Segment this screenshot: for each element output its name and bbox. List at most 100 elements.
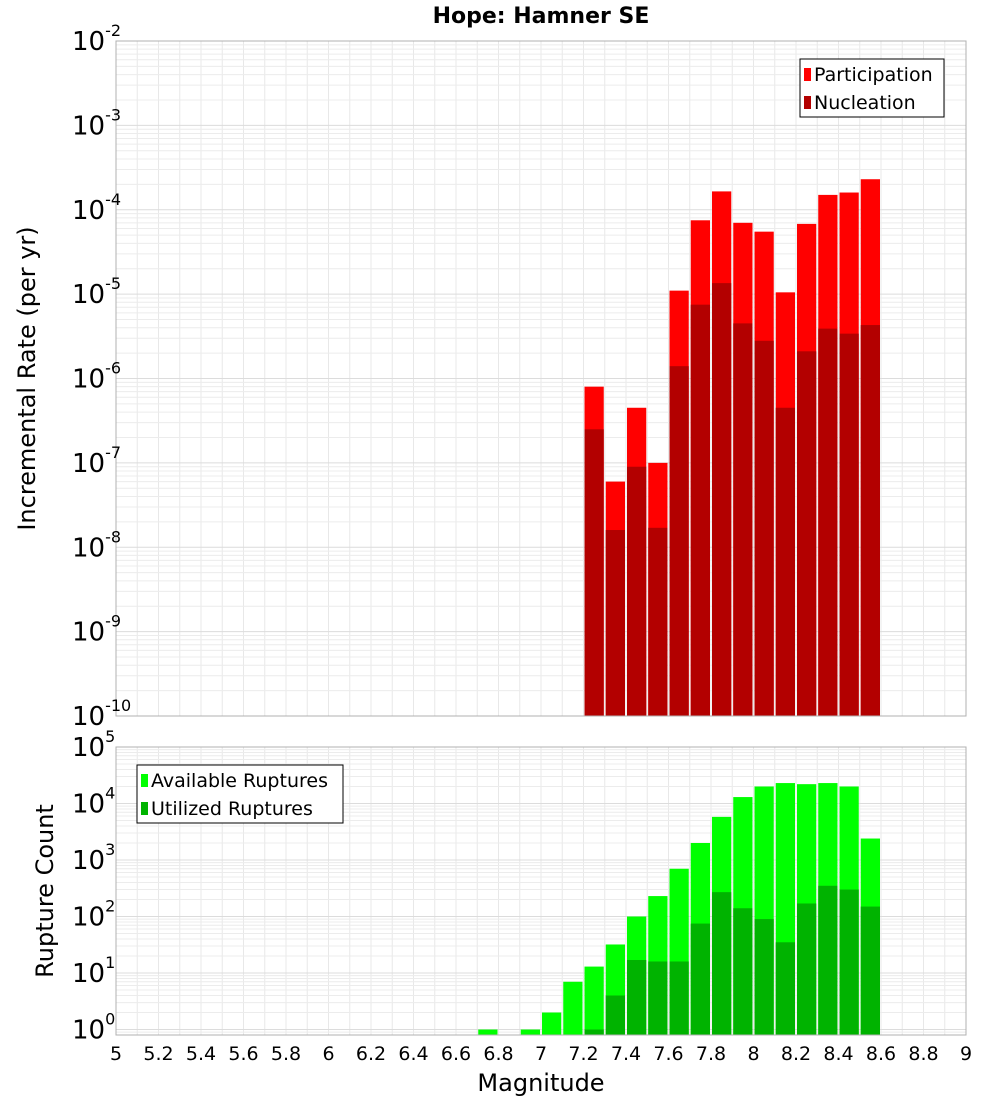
y-tick-exponent: -6 <box>105 359 121 378</box>
bar <box>648 961 668 1035</box>
legend-swatch <box>141 774 148 787</box>
y-tick-exponent: 1 <box>105 953 115 972</box>
y-tick-base: 10 <box>72 365 105 395</box>
x-tick-label: 5.4 <box>186 1043 216 1065</box>
y-tick-label: 101 <box>72 953 115 989</box>
x-tick-label: 8.8 <box>908 1043 938 1065</box>
y-tick-exponent: -3 <box>105 105 121 124</box>
y-tick-label: 10-2 <box>72 21 121 57</box>
bar <box>712 283 732 716</box>
x-tick-label: 6.4 <box>398 1043 428 1065</box>
bar <box>733 908 753 1035</box>
series-nucleation <box>584 283 880 716</box>
y-tick-label: 10-4 <box>72 190 121 226</box>
plot-frame <box>115 746 967 1036</box>
y-tick-exponent: -8 <box>105 527 121 546</box>
x-tick-label: 6 <box>322 1043 334 1065</box>
x-tick-label: 9 <box>960 1043 972 1065</box>
bar <box>627 959 647 1035</box>
bar <box>584 966 604 1035</box>
bar <box>818 885 838 1035</box>
y-tick-base: 10 <box>72 27 105 57</box>
x-tick-label: 8.2 <box>781 1043 811 1065</box>
y-tick-base: 10 <box>72 111 105 141</box>
y-tick-label: 10-9 <box>72 612 121 648</box>
y-tick-label: 104 <box>72 784 115 820</box>
y-tick-label: 102 <box>72 897 115 933</box>
bar <box>584 1029 604 1035</box>
bar <box>605 530 625 716</box>
y-tick-exponent: 5 <box>105 727 115 746</box>
y-tick-label: 10-5 <box>72 274 121 310</box>
x-tick-label: 8.4 <box>823 1043 853 1065</box>
legend-swatch <box>804 68 811 81</box>
x-tick-label: 8 <box>747 1043 759 1065</box>
y-tick-exponent: -5 <box>105 274 121 293</box>
plot-frame <box>115 40 967 717</box>
bar <box>690 304 710 716</box>
bar <box>520 1029 540 1035</box>
legend-swatch <box>141 802 148 815</box>
x-tick-label: 7.2 <box>568 1043 598 1065</box>
y-tick-base: 10 <box>72 1016 105 1046</box>
y-tick-base: 10 <box>72 903 105 933</box>
x-tick-label: 5.6 <box>228 1043 258 1065</box>
bar <box>775 942 795 1035</box>
legend-swatch <box>804 96 811 109</box>
x-tick-label: 7.6 <box>653 1043 683 1065</box>
y-tick-label: 10-6 <box>72 359 121 395</box>
y-tick-exponent: 2 <box>105 897 115 916</box>
y-tick-exponent: 4 <box>105 784 115 803</box>
legend-box <box>799 58 945 118</box>
y-tick-base: 10 <box>72 533 105 563</box>
y-tick-exponent: 3 <box>105 840 115 859</box>
y-tick-base: 10 <box>72 449 105 479</box>
x-tick-label: 6.8 <box>483 1043 513 1065</box>
y-tick-label: 105 <box>72 727 115 763</box>
y-tick-exponent: -9 <box>105 612 121 631</box>
bar <box>627 466 647 716</box>
x-tick-label: 8.6 <box>866 1043 896 1065</box>
bar <box>605 995 625 1035</box>
bar <box>563 981 583 1035</box>
bar <box>839 889 859 1035</box>
y-tick-label: 10-7 <box>72 443 121 479</box>
x-axis-label: Magnitude <box>477 1069 604 1097</box>
y-tick-label: 10-10 <box>72 696 131 732</box>
series-utilized-ruptures <box>584 885 880 1035</box>
bar <box>839 333 859 716</box>
bar <box>818 328 838 716</box>
legend-entry: Nucleation <box>814 92 916 114</box>
bar <box>754 919 774 1035</box>
x-tick-label: 5.2 <box>143 1043 173 1065</box>
y-tick-base: 10 <box>72 618 105 648</box>
x-tick-labels: 5 5.2 5.4 5.6 5.8 6 6.2 6.4 6.6 6.8 7 7.2 7.4 7.6 7.8 8… <box>110 1043 972 1065</box>
y-tick-exponent: -4 <box>105 190 121 209</box>
grid <box>115 40 967 717</box>
legend: Available Ruptures Utilized Ruptures <box>136 764 344 824</box>
x-tick-label: 7 <box>535 1043 547 1065</box>
bar <box>669 366 689 716</box>
legend: Participation Nucleation <box>799 58 945 118</box>
y-tick-base: 10 <box>72 280 105 310</box>
bar <box>478 1029 498 1035</box>
y-tick-base: 10 <box>72 702 105 732</box>
bar <box>542 1012 562 1035</box>
y-tick-label: 103 <box>72 840 115 876</box>
y-tick-base: 10 <box>72 959 105 989</box>
bar <box>860 325 880 716</box>
y-axis-label: Rupture Count <box>31 804 59 978</box>
y-tick-exponent: -10 <box>105 696 131 715</box>
legend-entry: Available Ruptures <box>151 770 328 792</box>
x-tick-label: 7.4 <box>611 1043 641 1065</box>
bar <box>669 961 689 1035</box>
y-tick-exponent: 0 <box>105 1010 115 1029</box>
x-tick-label: 6.6 <box>441 1043 471 1065</box>
bar <box>733 323 753 716</box>
chart-title: Hope: Hamner SE <box>433 4 650 29</box>
y-tick-base: 10 <box>72 790 105 820</box>
